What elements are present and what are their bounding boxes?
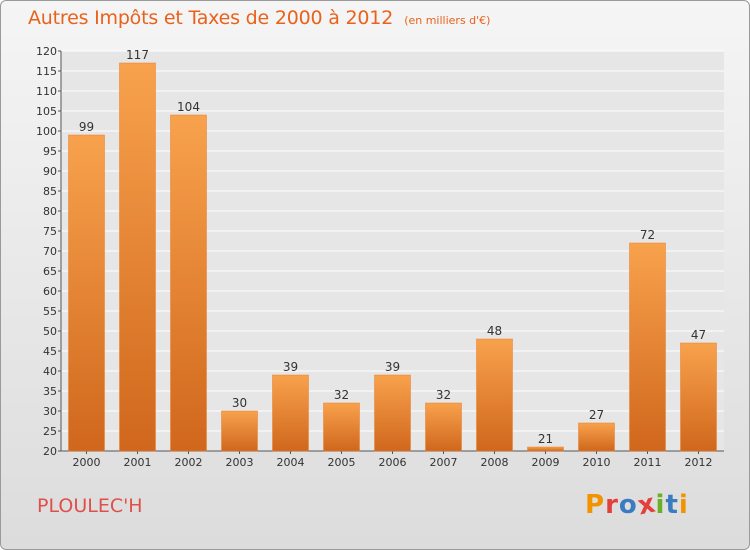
- value-labels: 99 117 104 30 39 32 39 32 48 21 27 72 47: [79, 48, 706, 446]
- bar-2004: [272, 374, 309, 452]
- chart-unit: (en milliers d'€): [404, 14, 491, 27]
- y-tick-label: 55: [43, 305, 57, 318]
- bars: [68, 62, 717, 452]
- x-tick-label-2001: 2001: [124, 456, 152, 469]
- bar-2005: [323, 402, 360, 452]
- bar-2011: [629, 242, 666, 452]
- x-tick-label-2008: 2008: [481, 456, 509, 469]
- y-tick-label: 25: [43, 425, 57, 438]
- logo-letter: i: [678, 490, 689, 520]
- logo-letter: i: [655, 490, 666, 520]
- title-row: Autres Impôts et Taxes de 2000 à 2012 (e…: [28, 7, 490, 29]
- value-label-2009: 21: [538, 432, 553, 446]
- value-label-2007: 32: [436, 388, 451, 402]
- chart-title: Autres Impôts et Taxes de 2000 à 2012: [28, 7, 394, 29]
- commune-name: PLOULEC'H: [37, 495, 143, 517]
- x-tick-label-2012: 2012: [685, 456, 713, 469]
- bar-2003: [221, 410, 258, 452]
- value-label-2011: 72: [640, 228, 655, 242]
- x-tick-label-2000: 2000: [73, 456, 101, 469]
- bar-2007: [425, 402, 462, 452]
- y-tick-label: 100: [36, 125, 57, 138]
- y-tick-label: 60: [43, 285, 57, 298]
- y-tick-label: 30: [43, 405, 57, 418]
- tick-labels: 20 25 30 35 40 45 50 55 60 65 70 75 80 85 90 95 100 105 11…: [36, 45, 713, 469]
- y-tick-label: 115: [36, 65, 57, 78]
- y-tick-label: 40: [43, 365, 57, 378]
- x-tick-label-2006: 2006: [379, 456, 407, 469]
- value-label-2002: 104: [177, 100, 200, 114]
- y-tick-label: 105: [36, 105, 57, 118]
- bar-2000: [68, 134, 105, 452]
- value-label-2005: 32: [334, 388, 349, 402]
- bar-2012: [680, 342, 717, 452]
- logo-letter: o: [618, 490, 638, 520]
- value-label-2004: 39: [283, 360, 298, 374]
- value-label-2012: 47: [691, 328, 706, 342]
- y-tick-label: 90: [43, 165, 57, 178]
- y-tick-label: 120: [36, 45, 57, 58]
- x-tick-label-2011: 2011: [634, 456, 662, 469]
- y-tick-label: 75: [43, 225, 57, 238]
- y-tick-label: 80: [43, 205, 57, 218]
- logo-letter: P: [585, 490, 606, 520]
- x-tick-label-2010: 2010: [583, 456, 611, 469]
- y-tick-label: 70: [43, 245, 57, 258]
- x-tick-label-2005: 2005: [328, 456, 356, 469]
- y-tick-label: 110: [36, 85, 57, 98]
- value-label-2000: 99: [79, 120, 94, 134]
- logo-letter: r: [605, 490, 619, 520]
- bar-2002: [170, 114, 207, 452]
- x-tick-label-2007: 2007: [430, 456, 458, 469]
- bar-2001: [119, 62, 156, 452]
- bar-2009: [527, 446, 564, 452]
- y-tick-label: 65: [43, 265, 57, 278]
- bar-2008: [476, 338, 513, 452]
- value-label-2006: 39: [385, 360, 400, 374]
- x-tick-label-2009: 2009: [532, 456, 560, 469]
- y-tick-label: 35: [43, 385, 57, 398]
- y-tick-label: 95: [43, 145, 57, 158]
- x-tick-label-2004: 2004: [277, 456, 305, 469]
- y-tick-label: 50: [43, 325, 57, 338]
- x-tick-label-2003: 2003: [226, 456, 254, 469]
- bar-2010: [578, 422, 615, 452]
- y-tick-label: 85: [43, 185, 57, 198]
- logo-letter: t: [665, 490, 679, 520]
- y-tick-label: 45: [43, 345, 57, 358]
- value-label-2003: 30: [232, 396, 247, 410]
- value-label-2001: 117: [126, 48, 149, 62]
- x-tick-label-2002: 2002: [175, 456, 203, 469]
- value-label-2008: 48: [487, 324, 502, 338]
- bar-2006: [374, 374, 411, 452]
- y-tick-label: 20: [43, 445, 57, 458]
- value-label-2010: 27: [589, 408, 604, 422]
- proxiti-logo[interactable]: Proxiti: [585, 488, 689, 521]
